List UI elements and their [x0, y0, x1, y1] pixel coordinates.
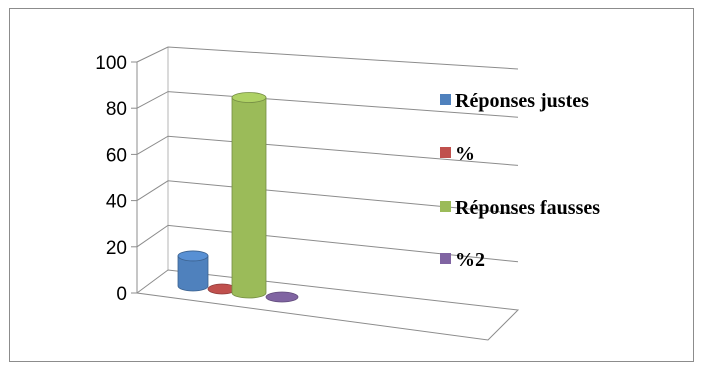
bar-1: [177, 250, 209, 292]
bar-3: [231, 92, 267, 299]
gridlines: [136, 46, 519, 263]
gridline: [136, 46, 519, 70]
gridline: [136, 135, 519, 166]
legend-label: %: [455, 143, 475, 165]
y-tick-label: 60: [106, 145, 127, 166]
bar-body: [177, 255, 209, 292]
gridline: [136, 91, 519, 118]
legend-label: Réponses justes: [455, 90, 589, 112]
legend-item-4: %2: [440, 249, 485, 271]
legend-swatch: [440, 201, 451, 212]
gridline: [136, 180, 519, 215]
y-tick-label: 100: [95, 53, 127, 74]
legend-label: %2: [455, 249, 485, 271]
bar-top: [265, 291, 299, 303]
legend-swatch: [440, 253, 451, 264]
legend-swatch: [440, 147, 451, 158]
chart-frame: [9, 8, 694, 362]
y-axis: 0 20 40 60 80 100: [95, 53, 137, 305]
legend-item-3: Réponses fausses: [440, 197, 600, 219]
gridline: [136, 224, 519, 263]
y-tick-label: 40: [106, 192, 127, 213]
bars: [177, 92, 299, 303]
bar-top: [177, 250, 209, 262]
y-tick-label: 0: [116, 284, 127, 305]
floor: [135, 269, 520, 341]
legend-swatch: [440, 94, 451, 105]
bar-4: [265, 291, 299, 303]
legend: Réponses justes% Réponses fausses %2: [440, 90, 600, 271]
y-tick-label: 20: [106, 238, 127, 259]
bar-body: [231, 97, 267, 299]
legend-item-2: %: [440, 143, 475, 165]
chart-walls: [135, 47, 520, 341]
y-tick-label: 80: [106, 99, 127, 120]
legend-item-1: Réponses justes: [440, 90, 589, 112]
bar-top: [231, 92, 267, 103]
legend-label: Réponses fausses: [455, 197, 600, 219]
